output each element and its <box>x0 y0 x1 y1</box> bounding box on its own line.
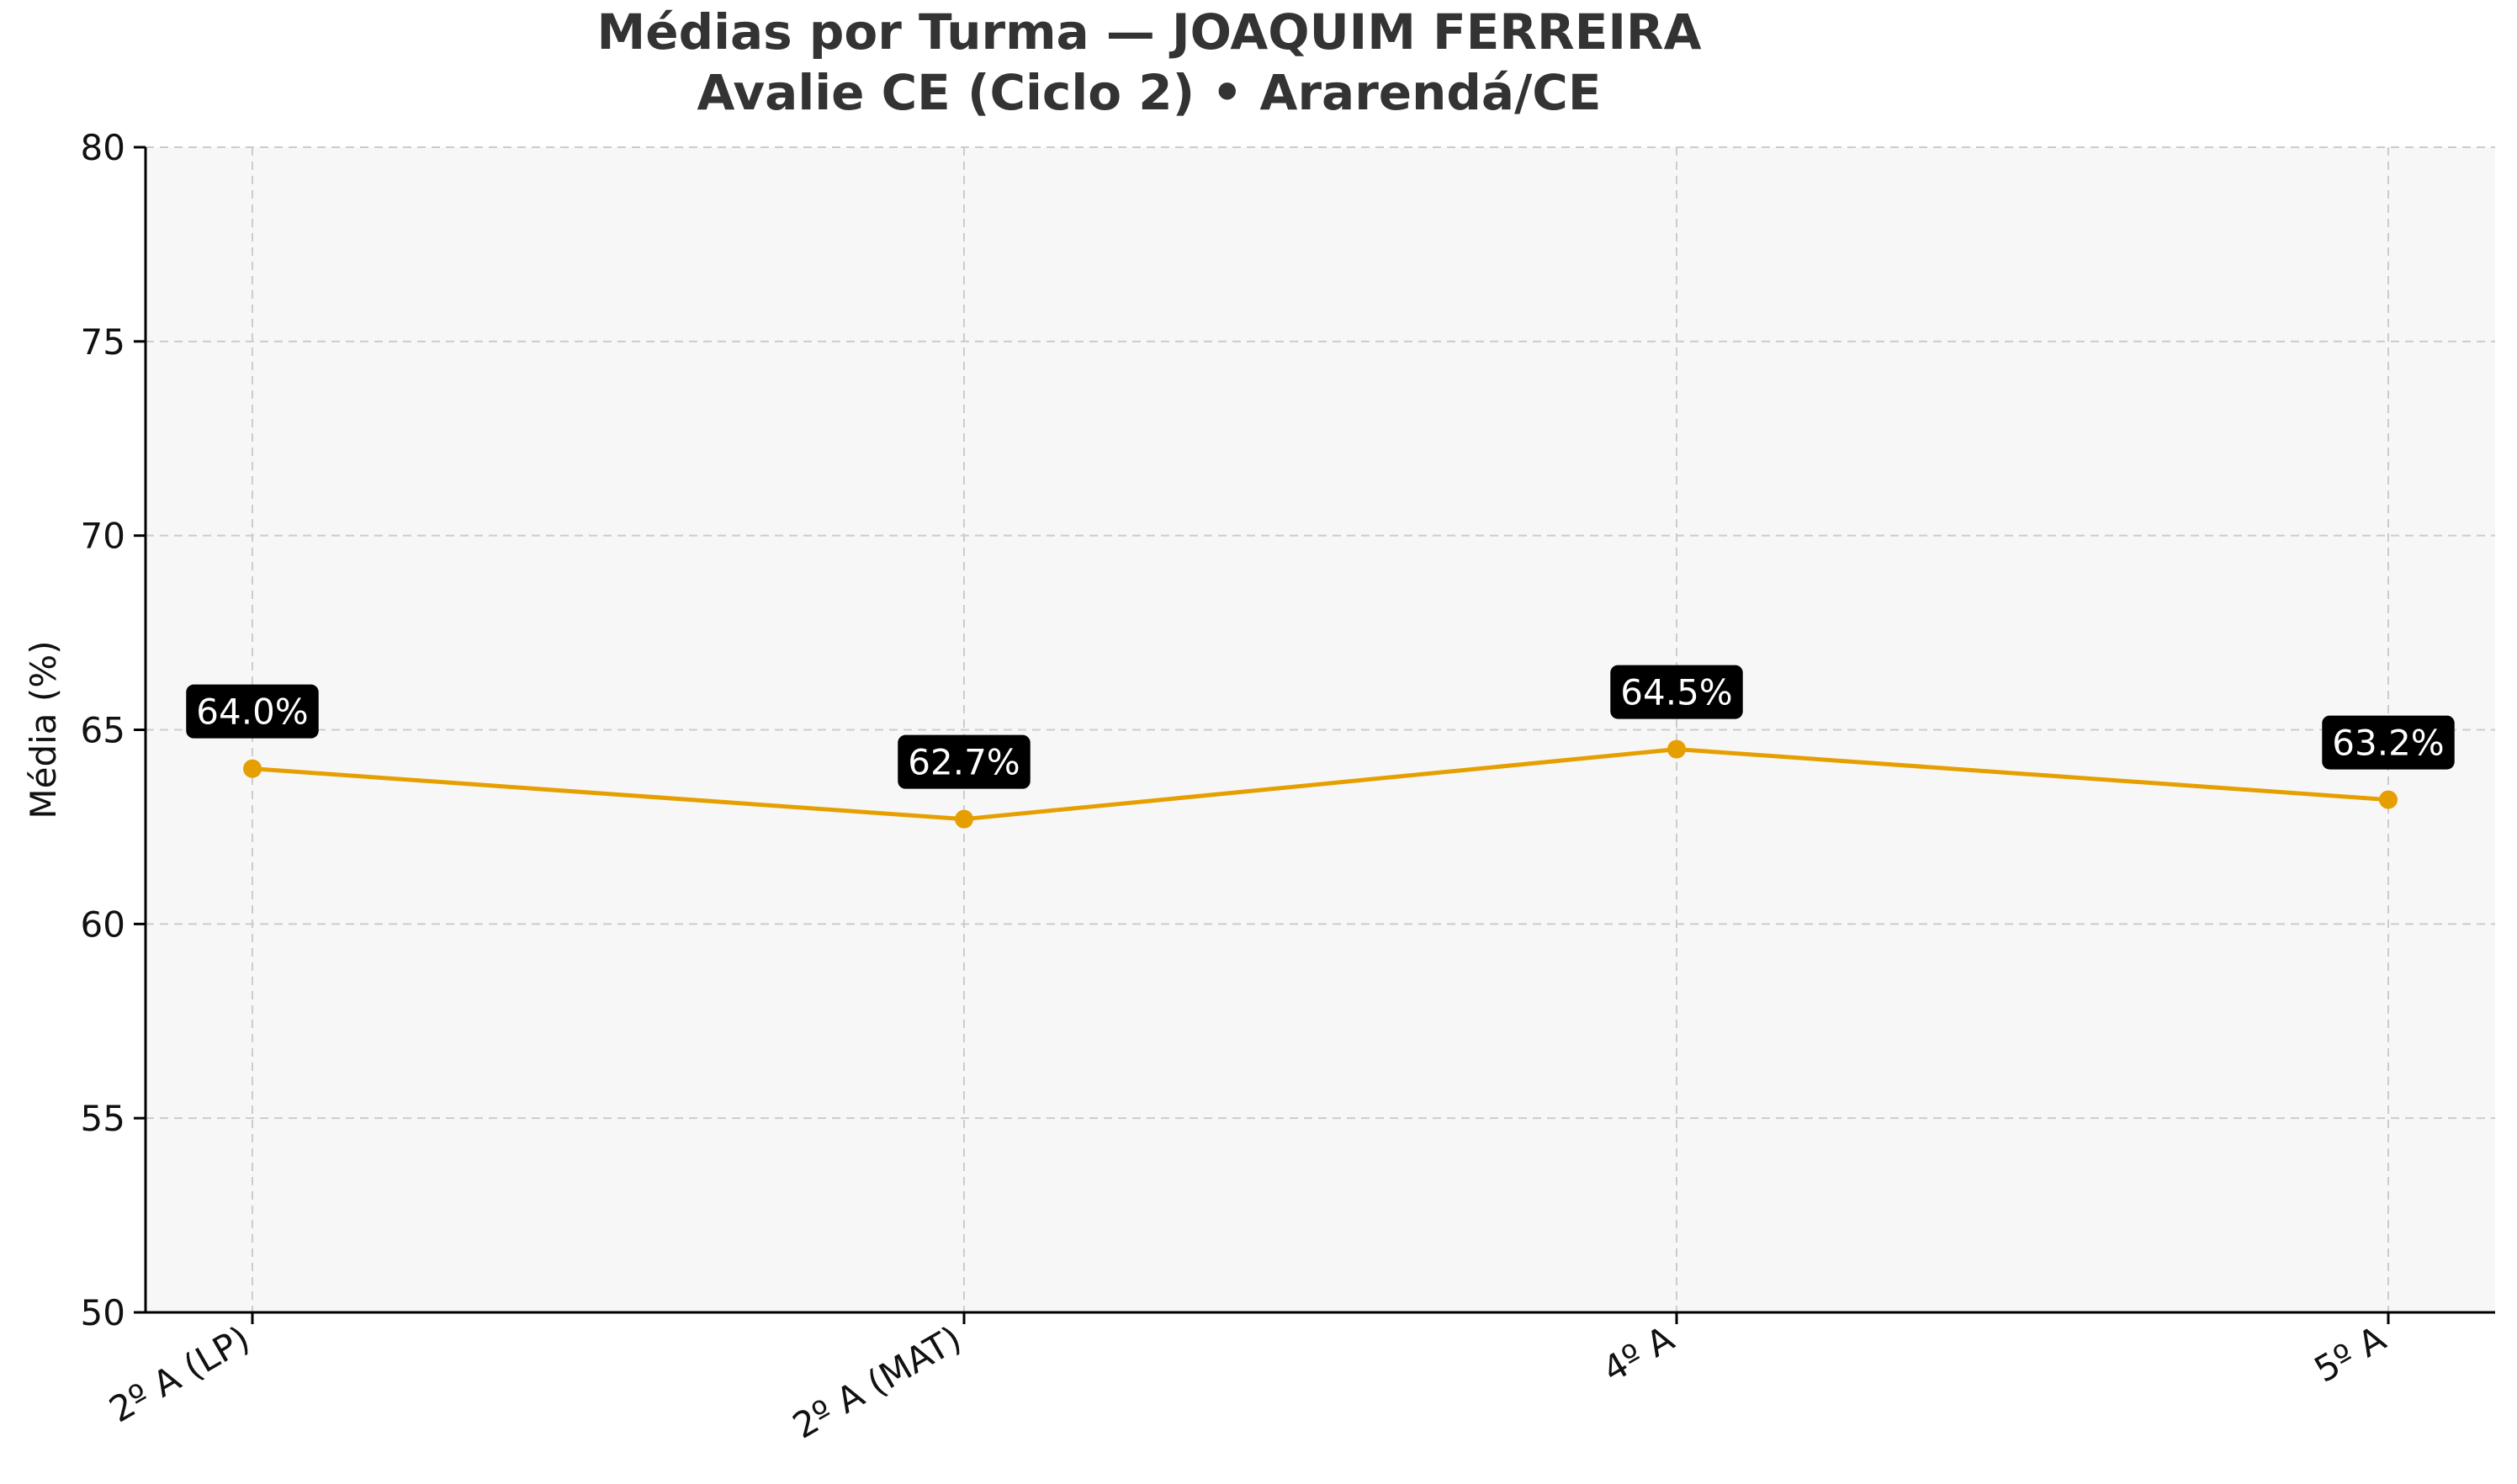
data-label-box <box>186 684 319 739</box>
y-tick-label: 75 <box>81 321 125 363</box>
data-label-box <box>2322 715 2455 770</box>
y-tick-label: 70 <box>81 516 125 557</box>
y-axis-label: Média (%) <box>23 640 64 819</box>
data-label-text: 64.5% <box>1620 672 1732 713</box>
series-line <box>252 747 2389 822</box>
data-point-marker <box>955 809 973 829</box>
chart-title: Médias por Turma — JOAQUIM FERREIRA <box>597 3 1702 61</box>
chart-subtitle: Avalie CE (Ciclo 2) • Ararendá/CE <box>697 64 1602 121</box>
data-point-marker <box>243 759 262 778</box>
data-label: 63.2% <box>2322 715 2455 770</box>
data-label-box <box>898 734 1031 789</box>
y-tick-label: 80 <box>81 127 125 168</box>
data-label-text: 64.0% <box>196 692 308 733</box>
data-label: 64.5% <box>1610 665 1743 719</box>
data-point-marker <box>1667 739 1686 759</box>
x-tick-label: 5º A <box>2308 1317 2392 1391</box>
y-tick-label: 55 <box>81 1098 125 1139</box>
series-line-group <box>243 739 2398 829</box>
data-label-box <box>1610 665 1743 719</box>
x-tick-label: 4º A <box>1596 1317 1681 1391</box>
y-tick-label: 65 <box>81 710 125 751</box>
y-tick-label: 60 <box>81 904 125 945</box>
data-point-marker <box>2379 790 2398 809</box>
data-label: 62.7% <box>898 734 1031 789</box>
y-tick-label: 50 <box>81 1292 125 1333</box>
x-tick-label: 2º A (LP) <box>103 1317 257 1430</box>
data-labels: 64.0% 62.7% 64.5% 63.2% <box>186 665 2455 789</box>
data-label: 64.0% <box>186 684 319 739</box>
x-tick-label: 2º A (MAT) <box>786 1317 968 1446</box>
data-label-text: 63.2% <box>2332 723 2444 764</box>
data-label-text: 62.7% <box>908 742 1020 783</box>
